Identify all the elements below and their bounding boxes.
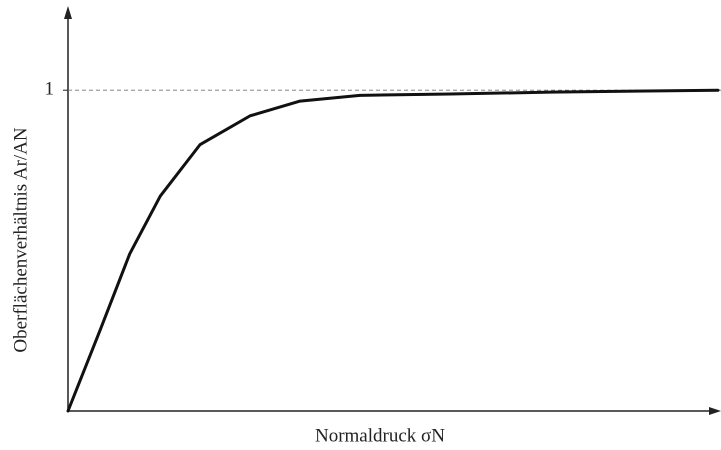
y-tick-label: 1 [45, 79, 55, 100]
y-axis-arrow [64, 6, 72, 19]
x-axis-label: Normaldruck σN [315, 425, 445, 446]
y-axis-label: Oberflächenverhältnis Ar/AN [10, 127, 31, 353]
curve [66, 88, 720, 413]
x-axis-arrow [709, 407, 721, 415]
